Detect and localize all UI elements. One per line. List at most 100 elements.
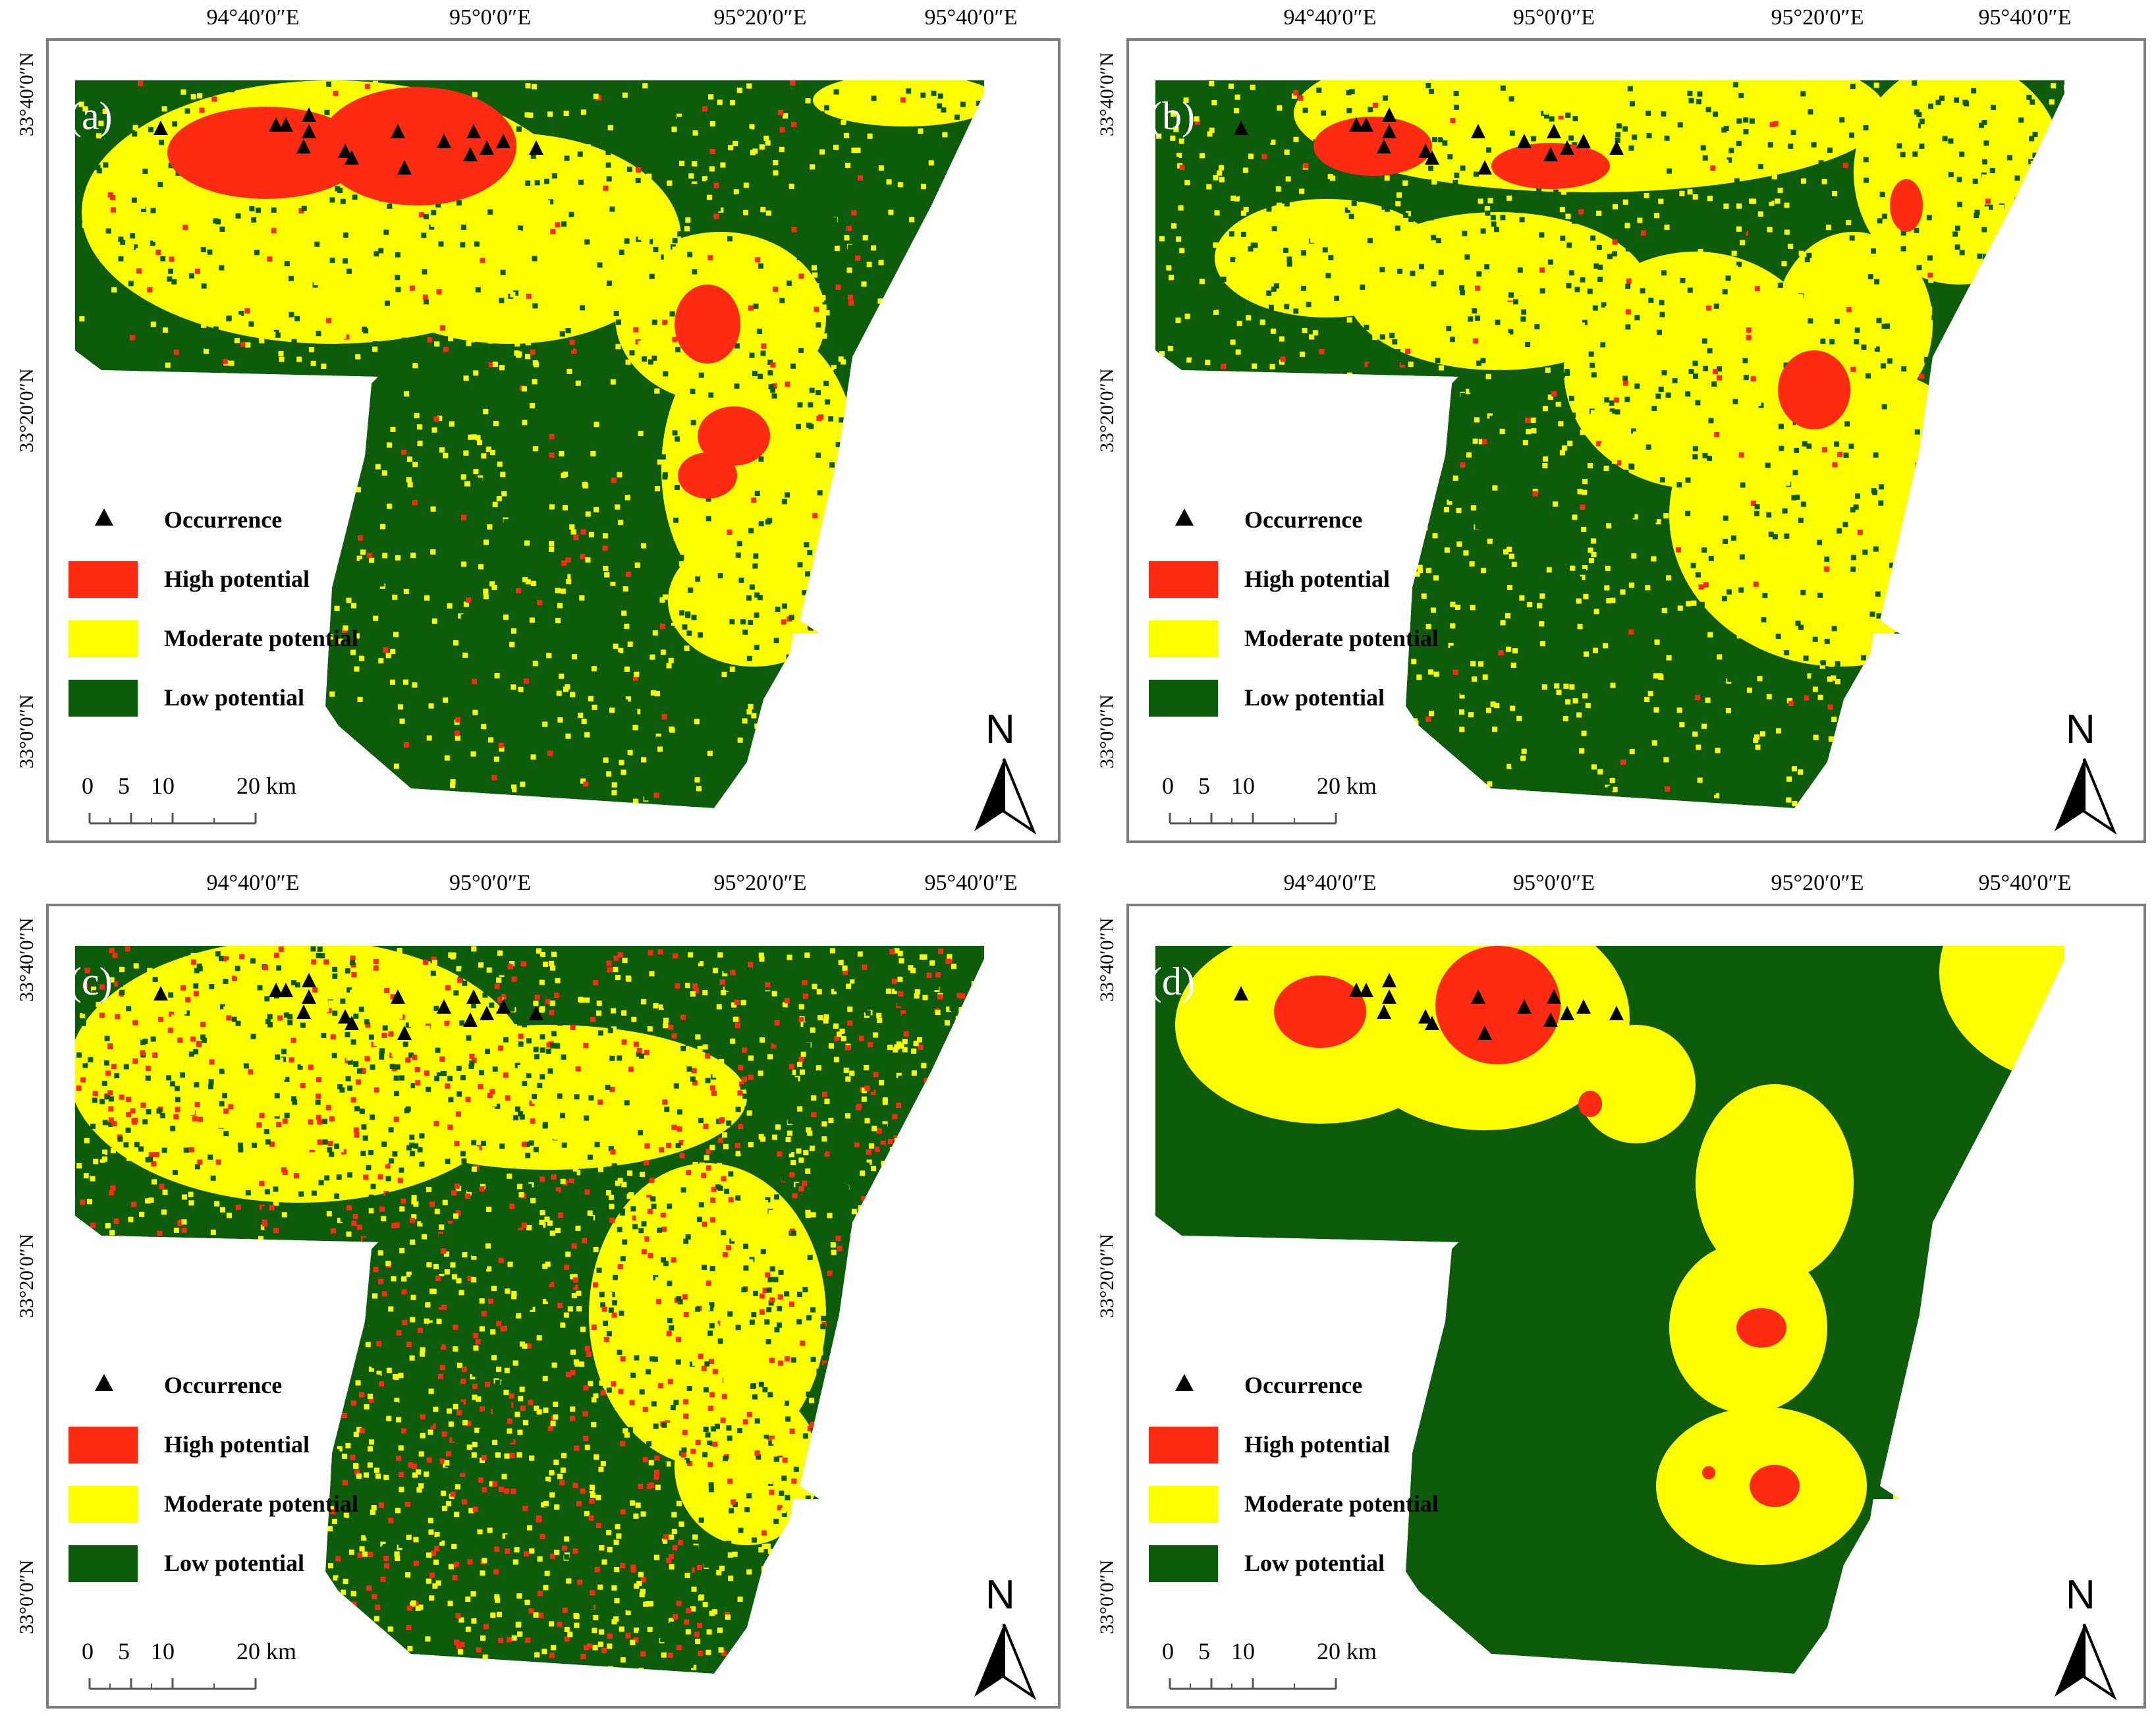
occurrence-marker xyxy=(1418,1009,1433,1024)
scale-tick-20: 20 km xyxy=(236,1638,297,1664)
occurrence-marker xyxy=(466,989,481,1004)
occurrence-triangle-icon xyxy=(1175,1374,1194,1391)
occurrence-marker xyxy=(463,147,478,161)
north-label: N xyxy=(985,1572,1015,1618)
scale-tick-5: 5 xyxy=(1198,773,1210,799)
occurrence-marker xyxy=(302,107,316,122)
lat-label-3: 33°0′0″N xyxy=(16,1560,38,1634)
occurrence-triangle-icon xyxy=(95,508,113,526)
occurrence-marker xyxy=(1576,134,1591,148)
occurrence-marker xyxy=(1609,1006,1624,1020)
occurrence-marker xyxy=(397,160,412,175)
occurrence-marker xyxy=(1349,983,1364,997)
lon-label-3: 95°20′0″E xyxy=(713,871,807,895)
occurrence-marker xyxy=(466,124,481,138)
panel-b: 94°40′0″E 95°0′0″E 95°20′0″E 95°40′0″E 3… xyxy=(1096,5,2146,843)
lat-label-2: 33°20′0″N xyxy=(1096,1234,1118,1318)
legend-moderate: Moderate potential xyxy=(164,1491,358,1517)
occurrence-marker xyxy=(1478,1026,1492,1040)
occurrence-marker xyxy=(480,1006,494,1020)
lon-label-1: 94°40′0″E xyxy=(1283,5,1377,30)
lat-label-1: 33°40′0″N xyxy=(1096,918,1118,1002)
occurrence-marker xyxy=(1382,124,1396,138)
occurrence-marker xyxy=(496,134,511,148)
occurrence-marker xyxy=(279,117,293,132)
scale-bar: 0 5 10 20 km xyxy=(82,1637,296,1697)
panel-label: (b) xyxy=(1149,94,1195,138)
lon-label-2: 95°0′0″E xyxy=(449,5,531,30)
occurrence-marker xyxy=(1377,139,1391,153)
legend-occurrence: Occurrence xyxy=(164,1372,283,1398)
occurrence-marker xyxy=(279,983,293,997)
lon-label-2: 95°0′0″E xyxy=(1513,5,1595,30)
occurrence-marker xyxy=(302,973,316,987)
lat-label-1: 33°40′0″N xyxy=(1096,52,1118,136)
lat-label-3: 33°0′0″N xyxy=(16,694,38,769)
lon-label-3: 95°20′0″E xyxy=(1771,871,1864,895)
lon-label-3: 95°20′0″E xyxy=(1771,5,1864,30)
legend-high-swatch xyxy=(69,561,138,598)
lon-label-1: 94°40′0″E xyxy=(206,871,300,895)
occurrence-marker xyxy=(1377,1004,1391,1019)
legend-high-swatch xyxy=(1149,1427,1218,1464)
occurrence-marker xyxy=(437,999,451,1014)
occurrence-marker xyxy=(1609,140,1624,155)
occurrence-marker xyxy=(1349,117,1364,132)
scale-bar: 0 5 10 20 km xyxy=(1162,1637,1377,1697)
lat-label-2: 33°20′0″N xyxy=(16,368,38,452)
occurrence-marker xyxy=(302,124,316,138)
lat-label-3: 33°0′0″N xyxy=(1096,694,1118,769)
map-c xyxy=(75,946,984,1674)
legend-moderate: Moderate potential xyxy=(1244,625,1439,651)
occurrence-marker xyxy=(1234,986,1248,1001)
occurrence-triangle-icon xyxy=(95,1374,113,1391)
scale-tick-10: 10 xyxy=(1231,1638,1255,1664)
north-arrow: N xyxy=(2051,706,2124,838)
occurrence-marker xyxy=(391,124,405,138)
scale-tick-5: 5 xyxy=(118,773,130,799)
lat-label-1: 33°40′0″N xyxy=(16,918,38,1002)
lat-label-2: 33°20′0″N xyxy=(1096,368,1118,452)
occurrence-marker xyxy=(496,999,511,1014)
legend-high: High potential xyxy=(1244,1431,1391,1458)
legend-low: Low potential xyxy=(1244,1550,1385,1576)
occurrence-marker xyxy=(1382,973,1396,987)
occurrence-marker xyxy=(480,140,494,155)
occurrence-marker xyxy=(1425,150,1439,165)
legend-moderate: Moderate potential xyxy=(1244,1491,1439,1517)
scale-bar: 0 5 10 20 km xyxy=(1162,772,1377,831)
occurrence-marker xyxy=(153,121,168,135)
occurrence-marker xyxy=(463,1012,478,1027)
legend-high: High potential xyxy=(1244,566,1391,592)
panel-label: (a) xyxy=(69,94,113,138)
occurrence-marker xyxy=(1478,160,1492,175)
lon-label-1: 94°40′0″E xyxy=(206,5,300,30)
scale-tick-20: 20 km xyxy=(1317,1638,1377,1664)
lat-label-3: 33°0′0″N xyxy=(1096,1560,1118,1634)
panel-c: 94°40′0″E 95°0′0″E 95°20′0″E 95°40′0″E 3… xyxy=(16,871,1061,1709)
legend-low: Low potential xyxy=(1244,684,1385,711)
legend-low-swatch xyxy=(69,1545,138,1582)
lat-label-2: 33°20′0″N xyxy=(16,1234,38,1318)
occurrence-marker xyxy=(391,989,405,1004)
scale-tick-0: 0 xyxy=(82,1638,94,1664)
occurrence-marker xyxy=(338,1009,352,1024)
occurrence-marker xyxy=(529,140,543,155)
north-label: N xyxy=(2066,707,2095,752)
panel-d: 94°40′0″E 95°0′0″E 95°20′0″E 95°40′0″E 3… xyxy=(1096,871,2146,1709)
legend-low-swatch xyxy=(69,680,138,717)
occurrence-marker xyxy=(153,986,168,1001)
legend-moderate-swatch xyxy=(1149,620,1218,657)
scale-tick-10: 10 xyxy=(151,773,175,799)
occurrence-marker xyxy=(1576,999,1591,1014)
occurrence-marker xyxy=(345,150,359,165)
scale-tick-20: 20 km xyxy=(1317,773,1377,799)
map-d xyxy=(1155,946,2064,1674)
scale-tick-0: 0 xyxy=(82,773,94,799)
scale-tick-0: 0 xyxy=(1162,773,1174,799)
panel-label: (d) xyxy=(1149,960,1195,1003)
panel-a: 94°40′0″E 95°0′0″E 95°20′0″E 95°40′0″E 3… xyxy=(16,5,1061,843)
lon-label-2: 95°0′0″E xyxy=(449,871,531,895)
occurrence-marker xyxy=(1560,140,1574,155)
occurrence-marker xyxy=(1560,1006,1574,1020)
